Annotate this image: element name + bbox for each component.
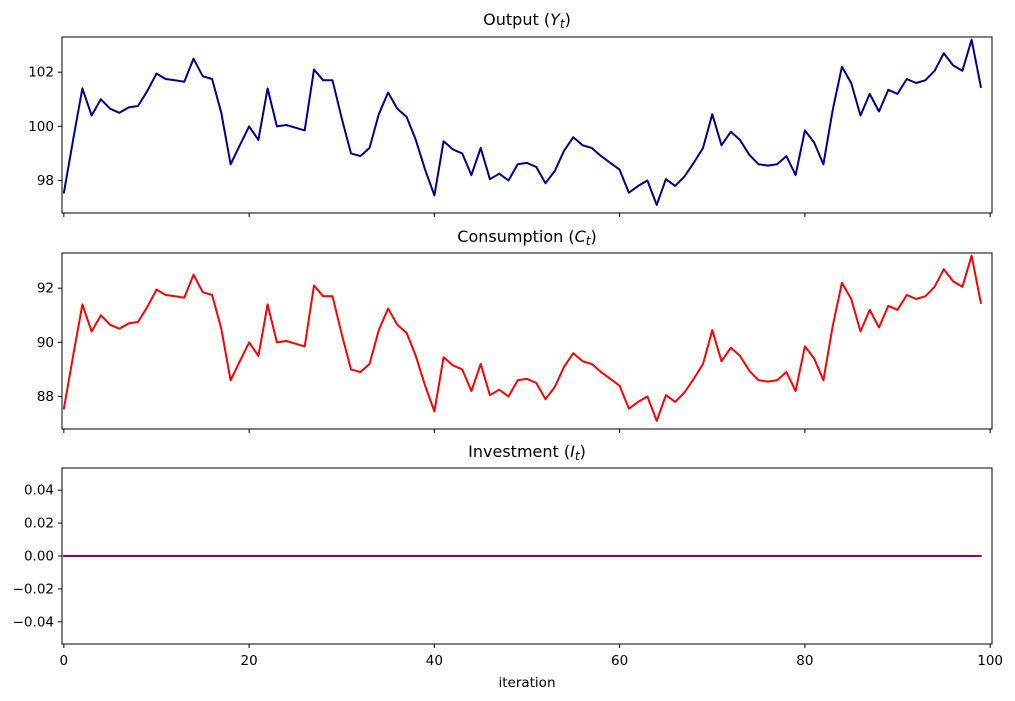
chart-consumption: 88 90 92 xyxy=(37,252,993,433)
y-tick-label: 102 xyxy=(28,65,54,81)
title-math-variable: Y xyxy=(550,10,560,29)
y-tick-label: 98 xyxy=(37,173,54,189)
plot-border xyxy=(61,36,993,214)
y-tick-label: 90 xyxy=(37,335,54,351)
y-tick-label: −0.04 xyxy=(13,614,54,630)
x-tick-label: 40 xyxy=(426,653,443,669)
y-tick-label: 0.02 xyxy=(24,516,54,532)
title-math-subscript: t xyxy=(574,449,580,463)
plot-border xyxy=(61,252,993,430)
y-tick-label: 0.04 xyxy=(24,483,54,499)
y-tick-label: 100 xyxy=(28,119,54,135)
x-tick-label: 100 xyxy=(977,653,1003,669)
title-math-variable: I xyxy=(570,442,575,461)
y-tick-label: −0.02 xyxy=(13,581,54,597)
consumption-line xyxy=(62,254,982,422)
x-axis-label: iteration xyxy=(498,675,556,691)
chart-output: 98 100 102 xyxy=(28,36,993,217)
output-line xyxy=(62,38,982,206)
title-math-subscript: t xyxy=(585,234,591,248)
chart-title-output: Output (Yt) xyxy=(483,10,571,31)
title-math-subscript: t xyxy=(559,17,565,31)
chart-title-investment: Investment (It) xyxy=(468,442,586,463)
x-tick-label: 80 xyxy=(796,653,813,669)
y-tick-label: 0.00 xyxy=(24,549,54,565)
title-math-variable: C xyxy=(574,227,586,246)
y-tick-label: 92 xyxy=(37,281,54,297)
y-tick-label: 88 xyxy=(37,389,54,405)
x-tick-label: 60 xyxy=(611,653,628,669)
x-tick-label: 0 xyxy=(60,653,69,669)
chart-investment: 0.04 0.02 0.00 −0.02 −0.04 0 20 40 60 80 100 xyxy=(13,467,1003,669)
chart-title-consumption: Consumption (Ct) xyxy=(457,227,597,248)
x-tick-label: 20 xyxy=(241,653,258,669)
